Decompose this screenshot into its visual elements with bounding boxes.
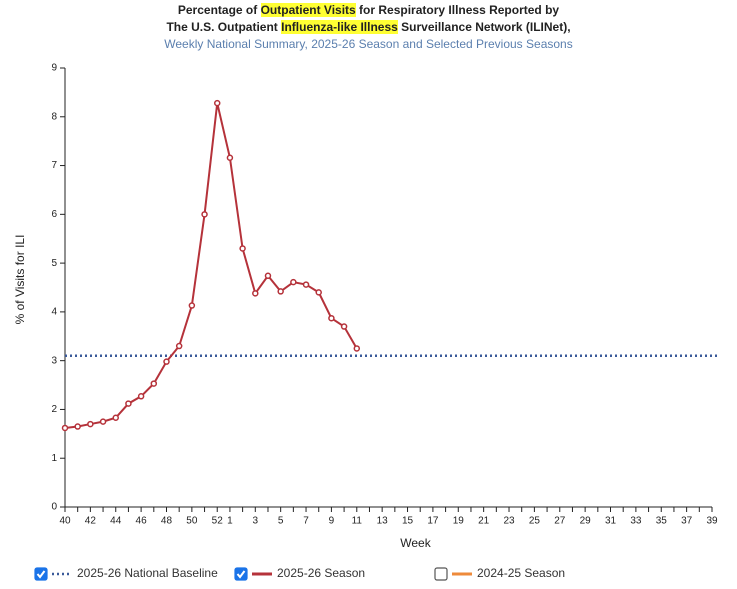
y-tick-label: 7 — [51, 160, 57, 171]
x-tick-label: 35 — [656, 516, 668, 527]
x-tick-label: 31 — [605, 516, 617, 527]
y-tick-label: 2 — [51, 404, 57, 415]
x-tick-label: 52 — [212, 516, 224, 527]
y-tick-label: 6 — [51, 209, 57, 220]
title-text: for Respiratory Illness Reported by — [355, 3, 560, 17]
title-text: The U.S. Outpatient — [166, 20, 282, 34]
legend-checkbox[interactable] — [434, 567, 448, 581]
legend-checkbox[interactable] — [34, 567, 48, 581]
x-tick-label: 27 — [554, 516, 566, 527]
highlighted-text: Influenza-like Illness — [281, 20, 398, 34]
data-point — [112, 414, 119, 421]
data-point — [201, 211, 208, 218]
legend-checkbox[interactable] — [234, 567, 248, 581]
x-tick-label: 17 — [427, 516, 439, 527]
series-line — [64, 102, 358, 429]
data-point — [315, 289, 322, 296]
legend-item: 2025-26 National Baseline — [34, 566, 218, 581]
data-point — [340, 323, 348, 330]
x-tick-label: 13 — [377, 516, 389, 527]
y-tick-label: 3 — [51, 355, 57, 366]
data-point — [277, 288, 284, 295]
y-tick-label: 8 — [51, 111, 57, 122]
title-text: Percentage of — [177, 3, 261, 17]
x-tick-label: 44 — [110, 516, 122, 527]
x-tick-label: 48 — [161, 516, 173, 527]
data-point — [188, 302, 196, 309]
legend-label: 2025-26 National Baseline — [77, 566, 218, 580]
x-tick-label: 1 — [227, 516, 233, 527]
x-tick-label: 9 — [329, 516, 335, 527]
y-tick-label: 4 — [51, 307, 57, 318]
x-tick-label: 5 — [278, 516, 284, 527]
x-tick-label: 23 — [503, 516, 515, 527]
y-axis-label: % of Visits for ILI — [13, 235, 27, 325]
data-point — [163, 358, 170, 365]
x-tick-label: 50 — [186, 516, 198, 527]
data-point — [175, 342, 183, 350]
data-point — [239, 245, 246, 252]
data-point — [150, 380, 158, 387]
data-point — [61, 424, 69, 432]
data-point — [226, 154, 234, 162]
data-point — [213, 99, 221, 107]
x-tick-label: 15 — [402, 516, 414, 527]
data-point — [353, 345, 361, 352]
legend-label: 2024-25 Season — [477, 566, 565, 580]
data-point — [302, 281, 310, 288]
data-point — [252, 290, 259, 297]
x-tick-label: 42 — [85, 516, 97, 527]
x-tick-label: 21 — [478, 516, 490, 527]
data-point — [87, 420, 94, 428]
data-point — [264, 272, 272, 280]
legend-item: 2024-25 Season — [434, 566, 565, 581]
y-tick-label: 5 — [51, 258, 57, 269]
y-tick-label: 0 — [51, 502, 57, 513]
legend-item: 2025-26 Season — [234, 566, 365, 581]
highlighted-text: Outpatient Visits — [260, 3, 356, 17]
x-tick-label: 25 — [529, 516, 541, 527]
x-tick-label: 19 — [453, 516, 465, 527]
x-tick-label: 7 — [303, 516, 309, 527]
x-tick-label: 39 — [706, 516, 718, 527]
subtitle: Weekly National Summary, 2025-26 Season … — [164, 37, 573, 51]
title-line: Percentage of Outpatient Visits for Resp… — [0, 2, 737, 19]
x-tick-label: 37 — [681, 516, 693, 527]
y-tick-label: 1 — [51, 453, 57, 464]
data-point — [74, 423, 81, 430]
title-line: The U.S. Outpatient Influenza-like Illne… — [0, 19, 737, 36]
legend-label: 2025-26 Season — [277, 566, 365, 580]
x-tick-label: 11 — [352, 516, 363, 527]
checkmark — [236, 570, 246, 579]
x-tick-label: 29 — [580, 516, 592, 527]
x-tick-label: 33 — [630, 516, 642, 527]
x-tick-label: 40 — [59, 516, 71, 527]
x-tick-label: 46 — [136, 516, 148, 527]
chart-header: Percentage of Outpatient Visits for Resp… — [0, 2, 737, 53]
data-point — [125, 400, 132, 407]
x-axis-label: Week — [400, 536, 431, 550]
x-tick-label: 3 — [253, 516, 259, 527]
data-point — [290, 278, 297, 286]
data-point — [328, 314, 335, 322]
data-point — [137, 393, 145, 400]
y-tick-label: 9 — [51, 63, 57, 74]
data-point — [99, 418, 107, 425]
checkmark — [36, 570, 46, 579]
title-text: Surveillance Network (ILINet), — [397, 20, 571, 34]
